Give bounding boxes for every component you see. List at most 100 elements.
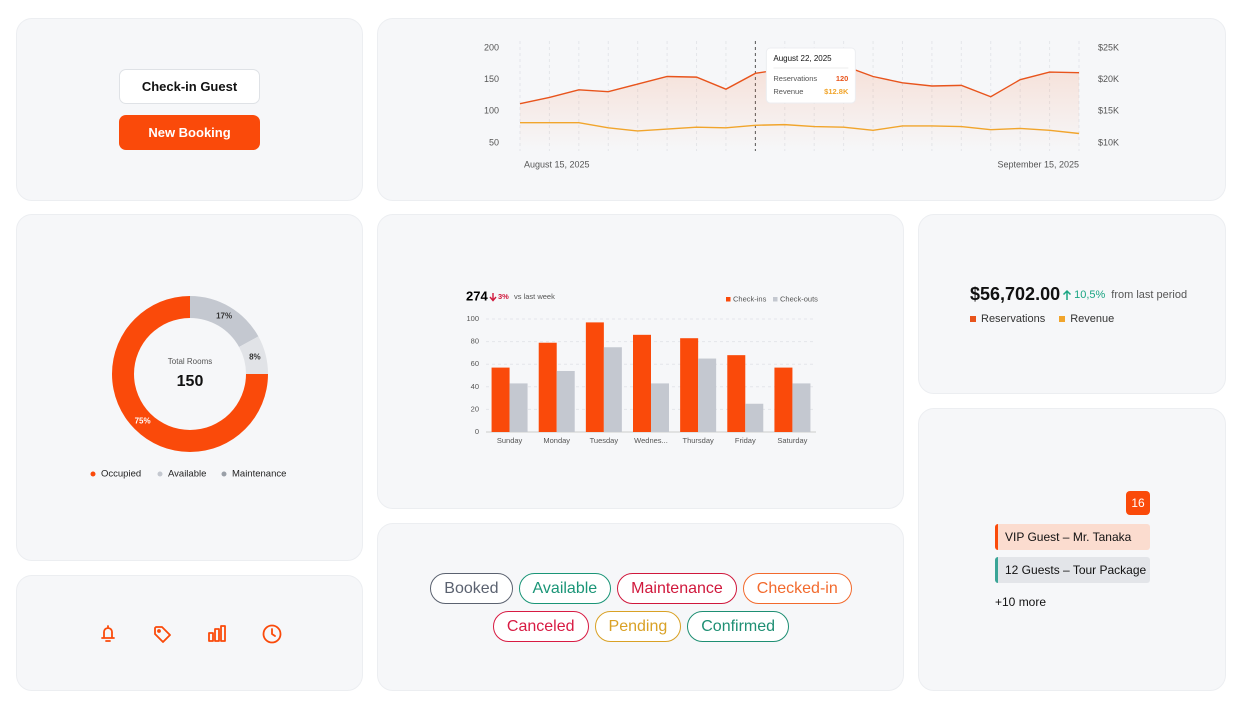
- legend-swatch: [726, 297, 731, 302]
- center-label: Total Rooms: [168, 357, 212, 366]
- chart-icon[interactable]: [208, 625, 226, 642]
- y-tick-label: 100: [466, 314, 479, 323]
- revenue-row: $56,702.00 10,5% from last period: [970, 284, 1187, 305]
- clock-icon[interactable]: [262, 624, 282, 644]
- new-booking-button[interactable]: New Booking: [119, 115, 260, 150]
- slice-label: 8%: [249, 352, 261, 361]
- legend-label: Reservations: [981, 313, 1046, 325]
- revenue-note: from last period: [1111, 288, 1188, 301]
- slice-label: 17%: [216, 311, 232, 320]
- actions-card: Check-in Guest New Booking: [16, 18, 363, 201]
- bell-icon[interactable]: [101, 625, 115, 642]
- tooltip-label: Reservations: [773, 74, 817, 83]
- legend-item: Reservations: [970, 313, 1045, 325]
- event-item[interactable]: VIP Guest – Mr. Tanaka: [995, 524, 1150, 550]
- legend-swatch: [773, 297, 778, 302]
- status-pill: Checked-in: [742, 573, 852, 604]
- y2-tick-label: $15K: [1098, 106, 1119, 116]
- bar: [633, 334, 651, 432]
- y-tick-label: 0: [475, 427, 479, 436]
- x-tick-label: Saturday: [777, 436, 807, 445]
- checkins-card: 274 3% vs last week Check-ins Check-outs 0 20 4…: [377, 214, 904, 509]
- bar: [585, 322, 604, 432]
- bar: [698, 358, 717, 432]
- status-pill: Canceled: [492, 611, 589, 642]
- rooms-card: 75% 17% 8% Total Rooms 150 Occupied Available M…: [16, 214, 363, 561]
- events-more[interactable]: +10 more: [995, 595, 1047, 609]
- y2-tick-label: $10K: [1098, 137, 1119, 147]
- status-pill: Booked: [430, 573, 513, 604]
- down-arrow: [489, 293, 497, 302]
- x-tick-label: Tuesday: [590, 436, 619, 445]
- y-tick-label: 60: [471, 359, 479, 368]
- event-item[interactable]: 12 Guests – Tour Package: [995, 557, 1150, 583]
- y-tick-label: 200: [484, 42, 499, 52]
- legend-swatch: [90, 471, 96, 477]
- line-chart: August 15, 2025 September 15, 2025 50 100 15…: [484, 41, 1119, 169]
- bar: [651, 383, 669, 432]
- change-note: vs last week: [514, 292, 555, 301]
- line: [520, 122, 1080, 135]
- tooltip: August 22, 2025 Reservations 120 Revenue $12…: [765, 47, 856, 104]
- x-tick-label: Sunday: [497, 436, 523, 445]
- bar: [538, 342, 557, 432]
- y-tick-label: 20: [471, 404, 479, 413]
- y2-tick-label: $20K: [1098, 74, 1119, 84]
- x-tick-label: Wednes...: [634, 436, 668, 445]
- donut-chart: 75% 17% 8% Total Rooms 150 Occupied Available M…: [90, 296, 286, 480]
- x-tick-label: Monday: [543, 436, 570, 445]
- y2-tick-label: $25K: [1098, 42, 1119, 52]
- x-tick-label: Friday: [735, 436, 756, 445]
- donut-slice: [239, 336, 268, 374]
- slice-label: 75%: [135, 416, 151, 425]
- trend-card: August 15, 2025 September 15, 2025 50 100 15…: [377, 18, 1226, 201]
- tooltip-label: Revenue: [773, 87, 803, 96]
- status-pill: Pending: [594, 611, 682, 642]
- check-in-button[interactable]: Check-in Guest: [119, 69, 260, 104]
- x-tick-label: September 15, 2025: [997, 159, 1079, 169]
- shortcut-icons: [101, 624, 282, 644]
- bar: [556, 370, 575, 432]
- x-tick-label: Thursday: [683, 436, 715, 445]
- shortcuts-card: [16, 575, 363, 691]
- status-pill: Confirmed: [687, 611, 790, 642]
- tooltip-value: 120: [836, 74, 849, 83]
- headline: 274: [466, 288, 488, 303]
- donut-slice: [190, 296, 259, 348]
- bar: [745, 403, 764, 432]
- revenue-amount: $56,702.00: [970, 284, 1061, 304]
- y-tick-label: 40: [471, 382, 479, 391]
- status-pill: Maintenance: [617, 573, 737, 604]
- tooltip-value: $12.8K: [824, 87, 849, 96]
- legend-item: Revenue: [1059, 313, 1114, 325]
- bar: [680, 338, 699, 432]
- bar-chart: 274 3% vs last week Check-ins Check-outs 0 20 4…: [466, 288, 818, 445]
- y-tick-label: 100: [484, 106, 499, 116]
- x-tick-label: August 15, 2025: [524, 159, 590, 169]
- events-count: 16: [1126, 491, 1150, 515]
- bar: [603, 347, 622, 432]
- legend-label: Maintenance: [232, 469, 286, 480]
- legend-swatch: [1059, 316, 1066, 322]
- status-list: Booked Available Maintenance Checked-in Canc…: [428, 573, 854, 642]
- bar: [792, 383, 811, 432]
- legend-swatch: [157, 471, 163, 477]
- bar: [727, 355, 746, 432]
- legend-swatch: [221, 471, 227, 477]
- revenue-change: 10,5%: [1074, 288, 1106, 301]
- legend-label: Occupied: [101, 469, 141, 480]
- change: 3%: [498, 292, 509, 301]
- tag-icon[interactable]: [154, 626, 171, 643]
- bar: [774, 367, 793, 432]
- y-tick-label: 50: [489, 137, 499, 147]
- tooltip-box: [765, 47, 856, 104]
- bar: [509, 383, 528, 432]
- revenue-card: $56,702.00 10,5% from last period Reserv…: [918, 214, 1226, 394]
- up-arrow: [1063, 289, 1072, 300]
- legend-label: Check-outs: [780, 294, 818, 303]
- status-pill: Available: [518, 573, 612, 604]
- status-card: Booked Available Maintenance Checked-in Canc…: [377, 523, 904, 691]
- tooltip-title: August 22, 2025: [773, 54, 832, 63]
